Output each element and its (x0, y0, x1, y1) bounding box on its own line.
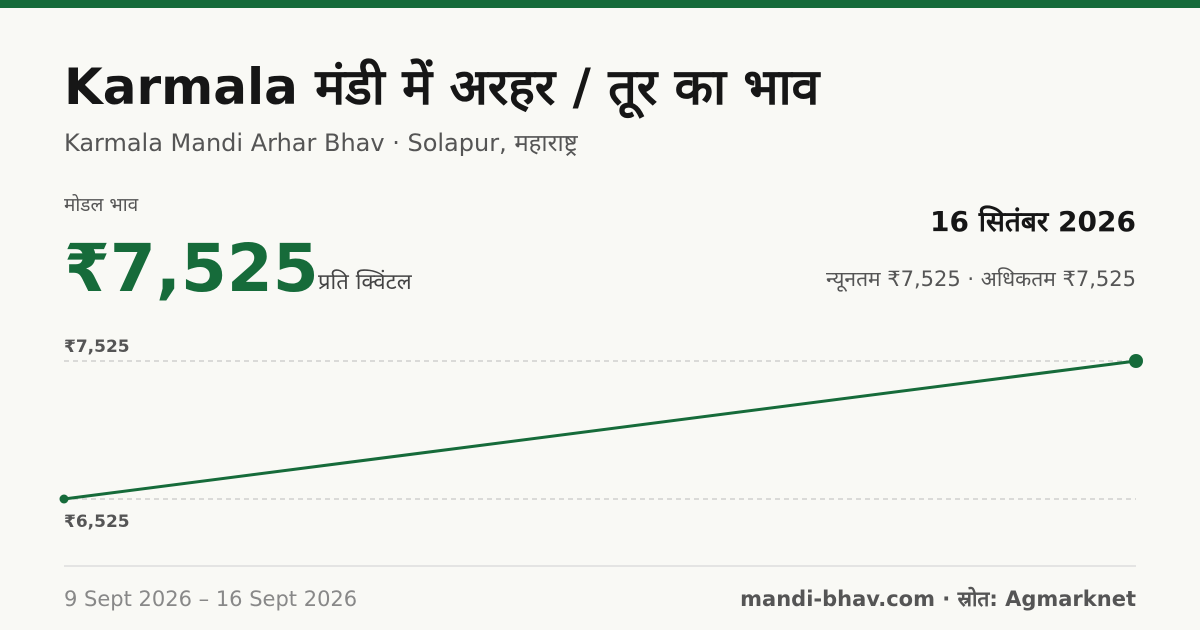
price-date: 16 सितंबर 2026 (930, 205, 1136, 238)
date-range: 9 Sept 2026 – 16 Sept 2026 (64, 587, 357, 611)
top-bar (0, 0, 1200, 8)
source: mandi-bhav.com · स्रोत: Agmarknet (740, 586, 1136, 611)
point (1129, 354, 1143, 368)
price-range: न्यूनतम ₹7,525 · अधिकतम ₹7,525 (826, 267, 1136, 292)
title: Karmala मंडी में अरहर / तूर का भाव (64, 58, 822, 119)
line (63, 359, 1137, 501)
price-value: ₹7,525 (64, 230, 319, 307)
price-label: मोडल भाव (64, 193, 139, 216)
y-tick-label: ₹6,525 (64, 512, 130, 532)
chart: ₹7,525 ₹6,525 (59, 337, 1143, 532)
price-unit: प्रति क्विंटल (318, 269, 413, 295)
point (59, 494, 69, 504)
y-tick-label: ₹7,525 (64, 337, 130, 357)
subtitle: Karmala Mandi Arhar Bhav · Solapur, महार… (64, 129, 579, 157)
